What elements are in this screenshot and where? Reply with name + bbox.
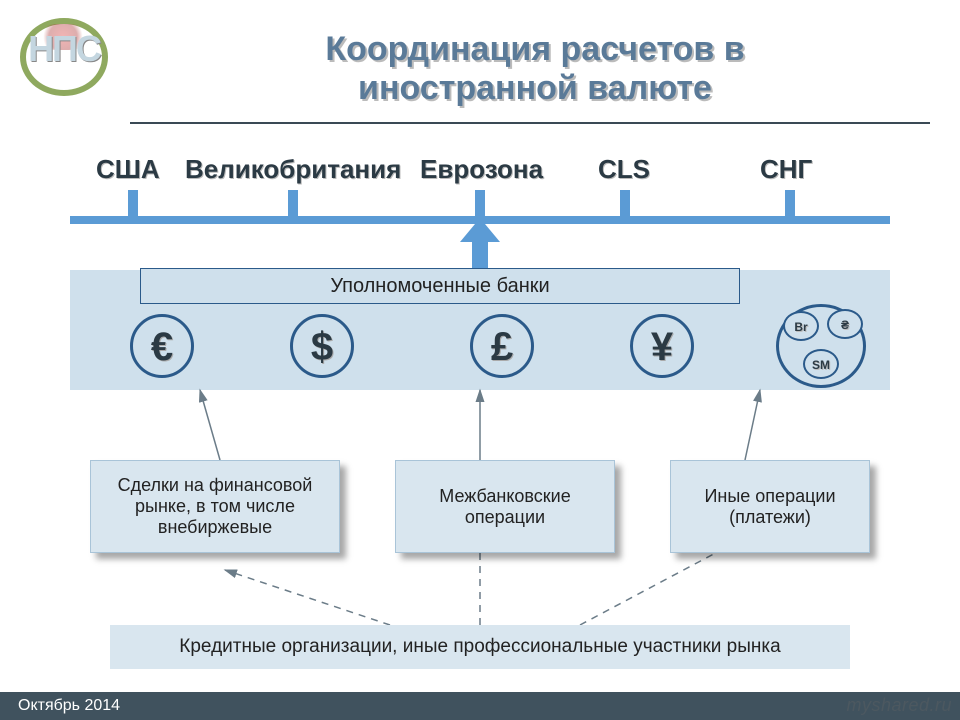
- logo: НПС: [20, 18, 120, 98]
- footer-date: Октябрь 2014: [18, 697, 120, 714]
- region-tick: [128, 190, 138, 220]
- region-tick: [785, 190, 795, 220]
- region-label: CLS: [598, 154, 650, 185]
- op-box-interbank: Межбанковские операции: [395, 460, 615, 553]
- banks-block: Уполномоченные банки Br ₴ SM € $ £ ¥: [70, 270, 890, 390]
- regions-row: США Великобритания Еврозона CLS СНГ: [70, 148, 890, 218]
- currency-circle: £: [470, 314, 534, 378]
- mini-currency-circle: ₴: [827, 309, 863, 339]
- currency-circle: ¥: [630, 314, 694, 378]
- logo-text: НПС: [24, 28, 104, 70]
- multi-currency-circle: Br ₴ SM: [776, 304, 866, 388]
- mini-currency-circle: Br: [783, 311, 819, 341]
- region-tick: [620, 190, 630, 220]
- currency-circle: €: [130, 314, 194, 378]
- watermark: myshared.ru: [846, 695, 952, 716]
- region-tick: [288, 190, 298, 220]
- region-label: Еврозона: [420, 154, 543, 185]
- title-line1: Координация расчетов в: [325, 30, 744, 68]
- region-label: СНГ: [760, 154, 812, 185]
- page-title: Координация расчетов в иностранной валют…: [150, 30, 920, 108]
- mini-currency-circle: SM: [803, 349, 839, 379]
- banks-label: Уполномоченные банки: [140, 268, 740, 304]
- title-line2: иностранной валюте: [358, 69, 712, 107]
- currency-circle: $: [290, 314, 354, 378]
- operations-row: Сделки на финансовой рынке, в том числе …: [90, 460, 870, 553]
- op-box-other: Иные операции (платежи): [670, 460, 870, 553]
- region-label: Великобритания: [185, 154, 401, 185]
- footer-bar: Октябрь 2014: [0, 692, 960, 720]
- bottom-box: Кредитные организации, иные профессионал…: [110, 625, 850, 669]
- up-arrow-icon: [460, 218, 500, 268]
- region-tick: [475, 190, 485, 220]
- region-label: США: [96, 154, 160, 185]
- op-box-financial: Сделки на финансовой рынке, в том числе …: [90, 460, 340, 553]
- title-underline: [130, 122, 930, 124]
